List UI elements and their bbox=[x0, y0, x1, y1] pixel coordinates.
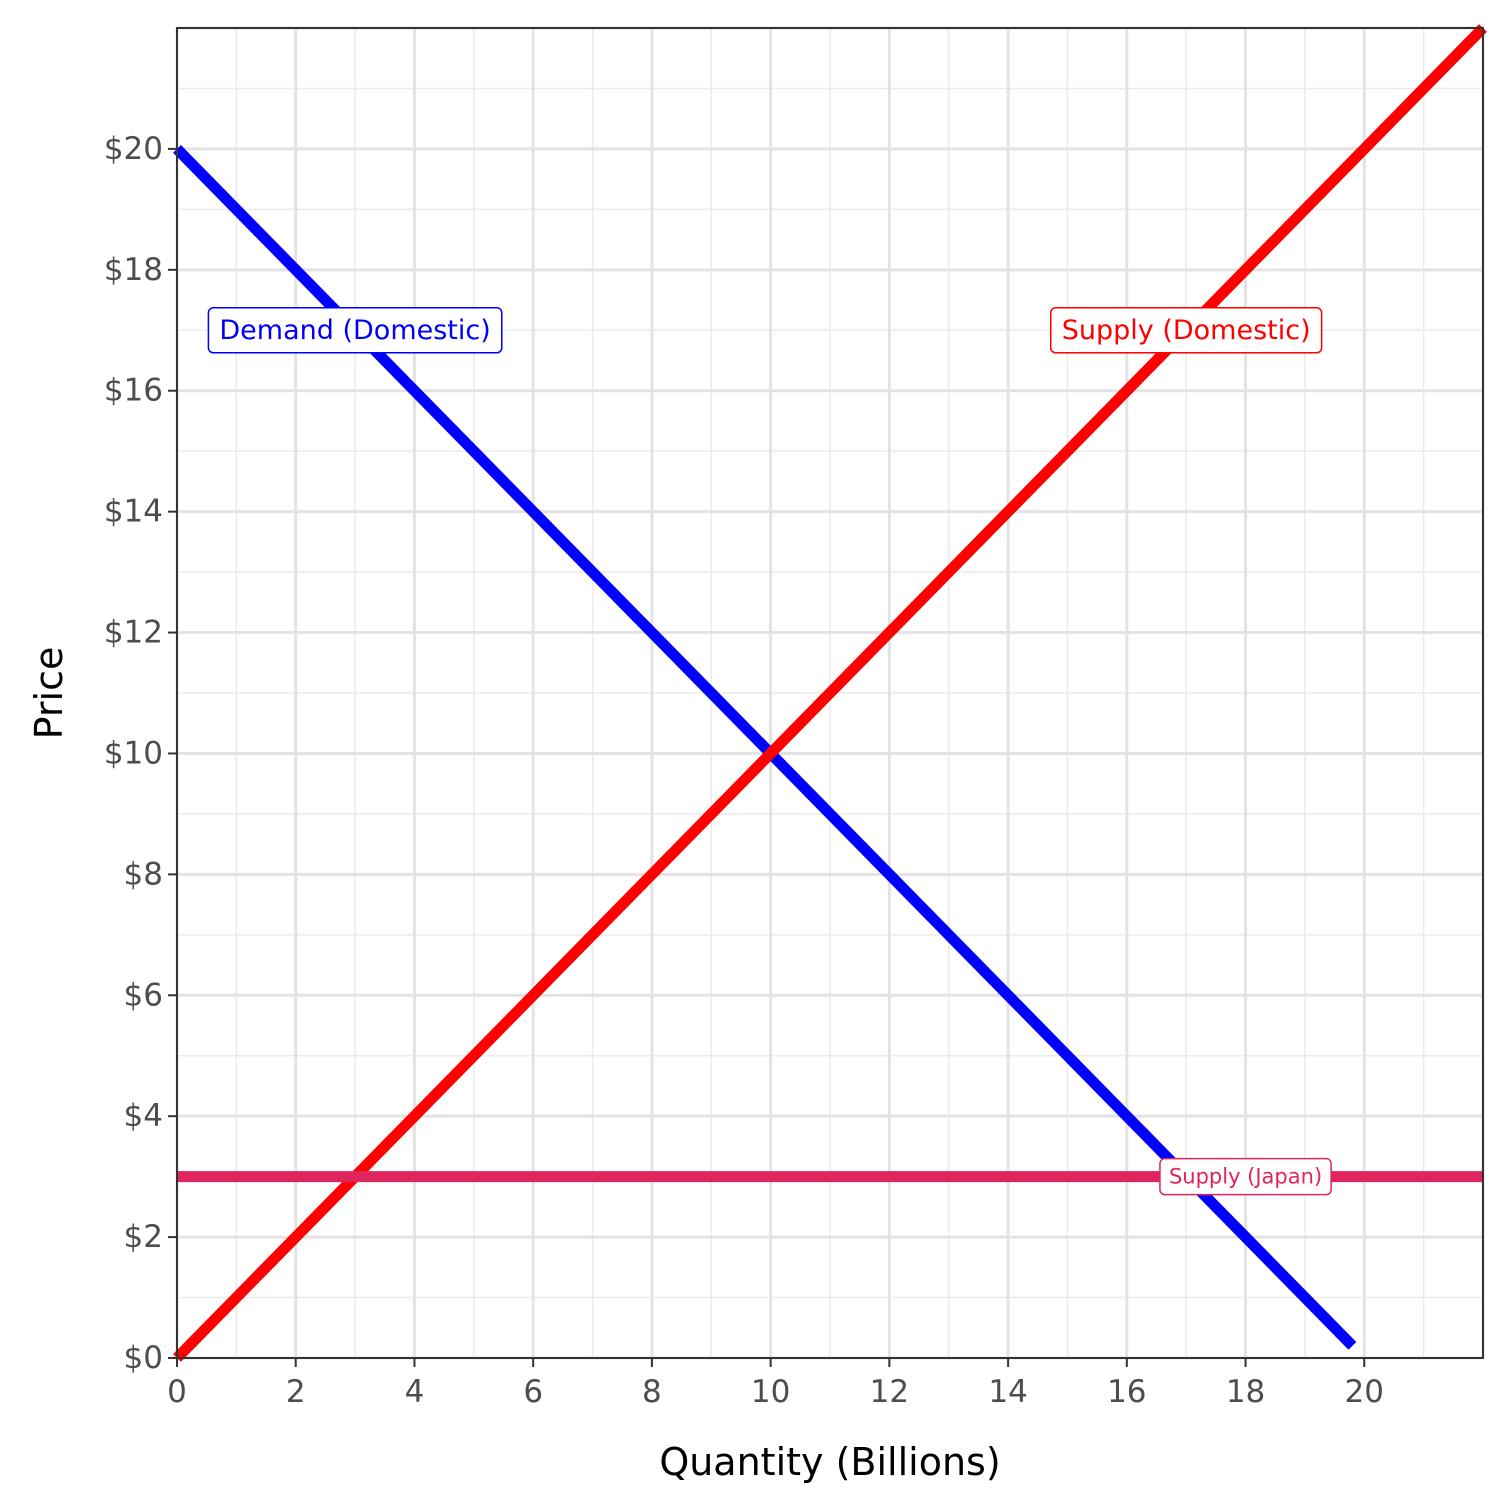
y-tick-label: $4 bbox=[124, 1098, 163, 1134]
curve-label-1: Supply (Domestic) bbox=[1049, 307, 1323, 354]
x-axis-ticks: 0 2 4 6 8 10 12 14 16 18 20 bbox=[167, 1358, 1384, 1410]
curve-label-2: Supply (Japan) bbox=[1159, 1157, 1332, 1196]
x-tick-label: 0 bbox=[167, 1374, 187, 1410]
x-tick-label: 12 bbox=[870, 1374, 909, 1410]
y-tick-label: $20 bbox=[104, 131, 163, 167]
y-axis-title: Price bbox=[27, 647, 71, 740]
curve-label-box bbox=[1049, 307, 1323, 354]
y-tick-label: $2 bbox=[124, 1219, 163, 1255]
curve-labels: Demand (Domestic) Supply (Domestic) Supply… bbox=[207, 307, 1332, 1196]
y-tick-label: $14 bbox=[104, 494, 163, 530]
x-tick-label: 4 bbox=[405, 1374, 425, 1410]
curve-label-text: Supply (Japan) bbox=[1169, 1165, 1322, 1189]
curve-label-box bbox=[1159, 1157, 1332, 1196]
x-tick-label: 8 bbox=[642, 1374, 662, 1410]
x-tick-label: 20 bbox=[1345, 1374, 1384, 1410]
y-axis-ticks: $0 $2 $4 $6 $8 $10 $12 $14 $16 $18 $20 bbox=[104, 131, 177, 1376]
x-tick-label: 16 bbox=[1107, 1374, 1146, 1410]
y-tick-label: $16 bbox=[104, 373, 163, 409]
x-tick-label: 2 bbox=[286, 1374, 306, 1410]
x-tick-label: 6 bbox=[523, 1374, 543, 1410]
y-tick-label: $12 bbox=[104, 615, 163, 651]
x-tick-label: 18 bbox=[1226, 1374, 1265, 1410]
curve-label-text: Demand (Domestic) bbox=[219, 315, 490, 346]
y-tick-label: $8 bbox=[124, 856, 163, 892]
series-line-1 bbox=[173, 24, 1487, 1362]
plot-border bbox=[176, 27, 1484, 1359]
curve-label-0: Demand (Domestic) bbox=[207, 307, 503, 354]
y-tick-label: $6 bbox=[124, 977, 163, 1013]
curve-label-box bbox=[207, 307, 503, 354]
y-tick-label: $10 bbox=[104, 735, 163, 771]
y-tick-label: $18 bbox=[104, 252, 163, 288]
y-tick-label: $0 bbox=[124, 1340, 163, 1376]
x-axis-title: Quantity (Billions) bbox=[659, 1440, 1000, 1484]
curve-label-text: Supply (Domestic) bbox=[1062, 315, 1311, 346]
x-tick-label: 14 bbox=[988, 1374, 1027, 1410]
x-tick-label: 10 bbox=[751, 1374, 790, 1410]
